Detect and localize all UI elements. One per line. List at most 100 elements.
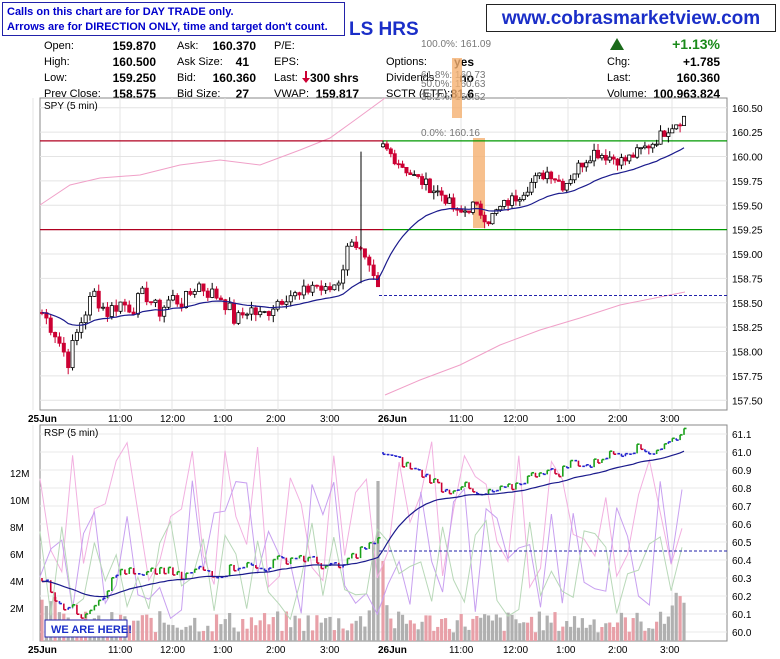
volume-bar	[206, 625, 210, 641]
y-tick-label: 160.00	[732, 153, 763, 164]
candle-body	[319, 285, 324, 291]
candle-body	[474, 201, 479, 205]
volume-bar	[502, 630, 506, 641]
candle-body	[549, 171, 554, 180]
volume-bar	[302, 630, 306, 641]
volume-bar	[389, 618, 393, 641]
sctr-label: SCTR (ETF):	[386, 88, 451, 100]
candle-body	[197, 283, 202, 292]
volume-bar	[475, 616, 479, 641]
volume-bar	[440, 618, 444, 641]
candle-body	[266, 311, 271, 316]
candle-body	[513, 195, 518, 202]
candle-body	[354, 241, 359, 249]
volume-bar	[228, 612, 232, 641]
volume-bar	[565, 621, 569, 641]
candle-body	[463, 210, 468, 213]
candle-body	[603, 155, 608, 161]
volume-bar	[451, 632, 455, 641]
volume-bar	[408, 620, 412, 641]
high-label: High:	[44, 56, 70, 68]
candle-body	[179, 303, 184, 308]
volume-bar	[171, 625, 175, 641]
candle-body	[227, 302, 232, 311]
candle-body	[580, 162, 585, 168]
x-tick-label: 25Jun	[28, 645, 57, 656]
candle-body	[271, 308, 276, 316]
volume-bar	[193, 617, 197, 641]
volume-bar	[619, 612, 624, 641]
candle-body	[490, 213, 495, 225]
website-link[interactable]: www.cobrasmarketview.com	[486, 4, 776, 32]
candle-body	[525, 191, 530, 196]
volume-bar	[197, 631, 201, 641]
volume-bar	[463, 626, 467, 641]
volume-bar	[53, 596, 57, 641]
x-tick-label: 3:00	[660, 645, 680, 656]
candle-body	[678, 124, 683, 127]
volume-bar	[662, 623, 667, 641]
candle-body	[101, 306, 106, 309]
x-tick-label: 3:00	[320, 645, 340, 656]
upper-band-line	[39, 97, 386, 206]
candle-body	[521, 194, 526, 200]
volume-bar	[436, 626, 440, 641]
candle-body	[70, 340, 75, 369]
volume-bar	[522, 622, 526, 641]
volume-bar	[486, 615, 491, 641]
volume-bar	[580, 618, 584, 641]
we-are-here-label: WE ARE HERE!	[51, 624, 132, 636]
volume-tick-label: 2M	[10, 604, 24, 615]
candle-body	[66, 351, 71, 369]
volume-bar	[647, 628, 651, 641]
volume-bar	[184, 626, 188, 641]
candle-body	[223, 299, 228, 311]
candle-body	[170, 295, 175, 301]
candle-body	[332, 284, 337, 291]
volume-bar	[188, 625, 192, 641]
y-tick-label: 60.9	[732, 466, 752, 477]
volume-bar	[518, 623, 522, 641]
volume-tick-label: 12M	[10, 469, 29, 480]
change-percent: +1.13%	[672, 36, 720, 52]
volume-bar	[576, 627, 581, 641]
y-tick-label: 60.0	[732, 628, 752, 639]
volume-bar	[210, 631, 214, 641]
x-tick-label: 2:00	[266, 645, 286, 656]
candle-body	[144, 287, 149, 303]
volume-bar	[332, 630, 336, 641]
volume-bar	[674, 592, 678, 641]
candle-body	[662, 130, 667, 137]
y-tick-label: 60.7	[732, 502, 752, 513]
candle-body	[262, 311, 267, 313]
ask-value: 160.370	[212, 39, 256, 53]
volume-bar	[541, 630, 545, 641]
volume-bar	[627, 631, 631, 641]
candle-body	[245, 313, 250, 316]
y-tick-label: 60.4	[732, 556, 752, 567]
volume-bar	[400, 614, 405, 641]
candle-body	[236, 312, 241, 324]
x-tick-label: 2:00	[608, 414, 628, 425]
volume-bar	[643, 630, 647, 641]
volume-bar	[455, 620, 459, 641]
volume-bar	[459, 614, 463, 641]
x-tick-label: 1:00	[556, 645, 576, 656]
candle-body	[384, 143, 389, 150]
low-label: Low:	[44, 72, 68, 84]
candle-body	[122, 301, 127, 306]
candle-body	[639, 147, 644, 150]
candle-body	[48, 317, 53, 333]
candle-body	[670, 128, 675, 134]
y-tick-label: 158.75	[732, 274, 763, 285]
x-tick-label: 1:00	[556, 414, 576, 425]
volume-bar	[533, 632, 538, 641]
bid-size-label: Bid Size:	[177, 88, 221, 100]
volume-bar	[608, 622, 612, 641]
candle-body	[249, 307, 254, 315]
volume-bar	[166, 624, 171, 641]
volume-bar	[557, 630, 561, 641]
volume-bar	[341, 628, 345, 641]
y-tick-label: 159.00	[732, 250, 763, 261]
